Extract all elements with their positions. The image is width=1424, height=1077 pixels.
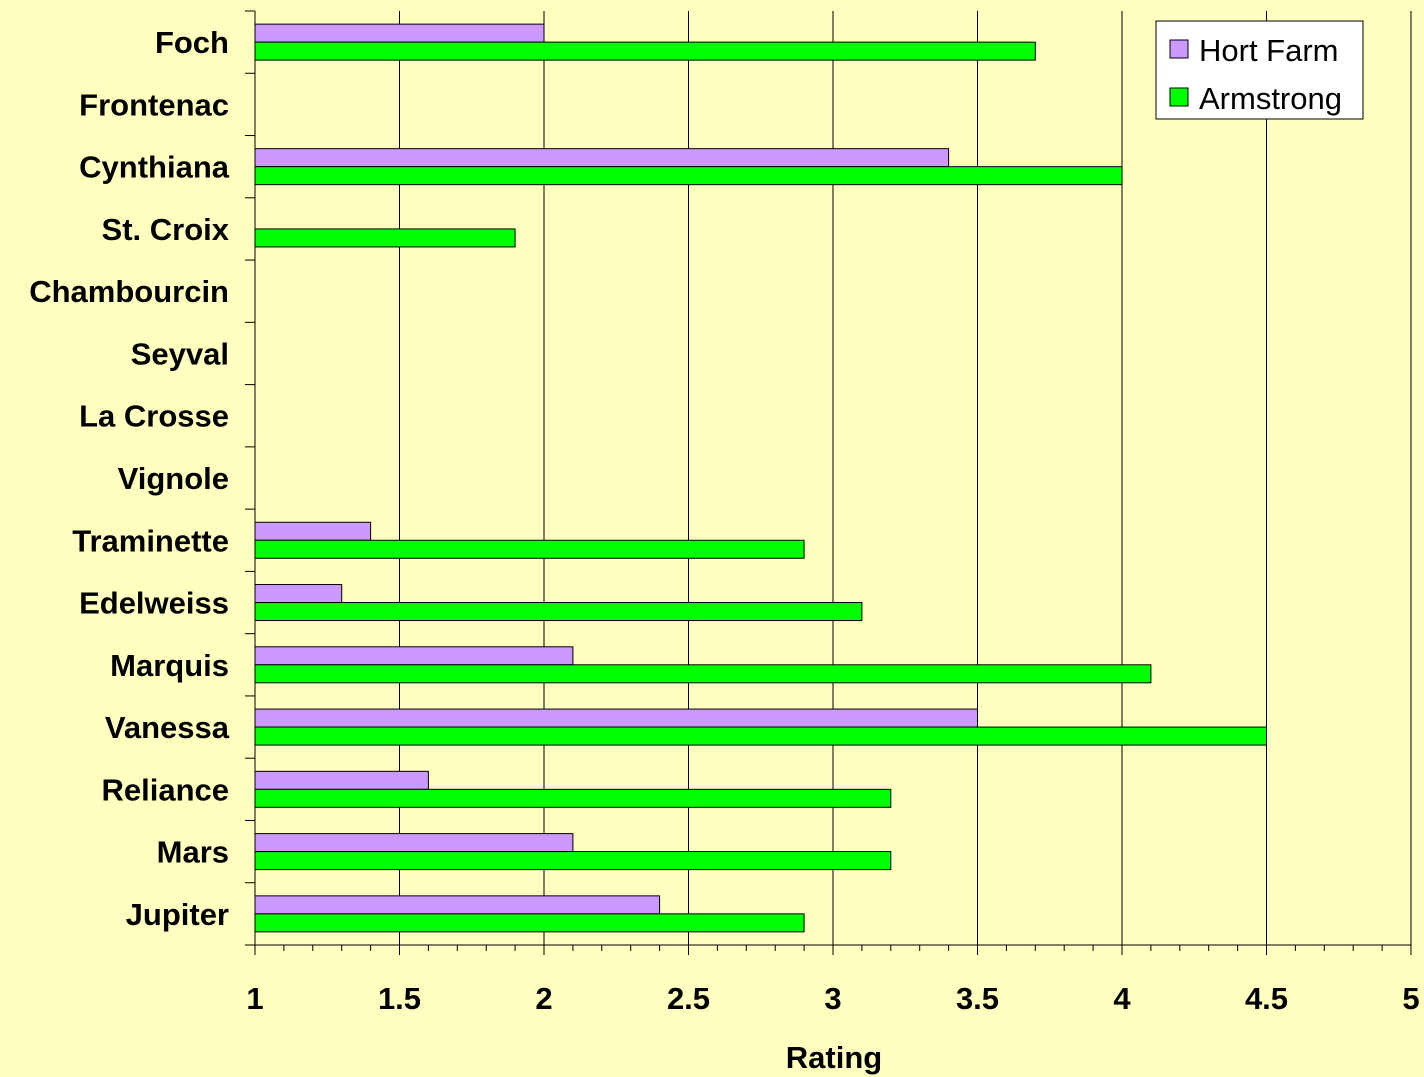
bar-hort-farm-foch [254,23,545,43]
category-label-edelweiss: Edelweiss [79,586,229,621]
category-label-foch: Foch [155,25,229,60]
axes [245,10,1412,955]
bar-hort-farm-traminette [254,521,372,541]
x-tick-label: 4 [1113,981,1131,1016]
bar-armstrong-foch [254,41,1036,61]
bar-hort-farm-jupiter [254,895,661,915]
category-label-traminette: Traminette [72,523,229,558]
legend-label-hort-farm: Hort Farm [1199,33,1339,68]
bar-armstrong-jupiter [254,913,805,933]
x-tick-labels: 1 1.5 2 2.5 3 3.5 4 4.5 5 [246,981,1419,1016]
x-tick-label: 2 [535,981,552,1016]
category-labels: Foch Frontenac Cynthiana St. Croix Chambourc… [29,25,230,932]
bar-armstrong-st-croix [254,228,516,248]
legend-label-armstrong: Armstrong [1199,81,1342,116]
legend-swatch-armstrong [1169,87,1189,107]
x-tick-label: 3 [824,981,841,1016]
category-label-vanessa: Vanessa [105,710,230,745]
category-label-reliance: Reliance [101,772,229,807]
bar-armstrong-cynthiana [254,166,1123,186]
x-tick-label: 2.5 [667,981,710,1016]
x-tick-label: 3.5 [956,981,999,1016]
x-tick-label: 1 [246,981,263,1016]
bar-armstrong-reliance [254,788,892,808]
bar-hort-farm-cynthiana [254,148,950,168]
category-label-cynthiana: Cynthiana [79,150,230,185]
category-label-jupiter: Jupiter [126,897,229,932]
bar-hort-farm-vanessa [254,708,978,728]
bar-hort-farm-reliance [254,770,429,790]
bar-hort-farm-edelweiss [254,584,343,604]
x-tick-label: 4.5 [1245,981,1288,1016]
bar-armstrong-marquis [254,664,1152,684]
category-label-vignole: Vignole [118,461,229,496]
legend-swatch-hort-farm [1169,39,1189,59]
bar-hort-farm-mars [254,833,574,853]
legend-box [1155,20,1364,120]
legend: Hort Farm Armstrong [1155,20,1364,120]
category-label-seyval: Seyval [131,336,229,371]
category-label-st-croix: St. Croix [102,212,230,247]
bars [254,23,1267,933]
category-label-frontenac: Frontenac [79,87,229,122]
x-tick-label: 1.5 [378,981,421,1016]
bar-armstrong-edelweiss [254,602,863,622]
category-label-la-crosse: La Crosse [79,399,229,434]
bar-armstrong-mars [254,851,892,871]
category-label-chambourcin: Chambourcin [29,274,229,309]
bar-hort-farm-marquis [254,646,574,666]
category-label-marquis: Marquis [110,648,229,683]
bar-armstrong-vanessa [254,726,1267,746]
x-tick-label: 5 [1402,981,1419,1016]
x-axis-title: Rating [786,1040,882,1075]
bar-armstrong-traminette [254,539,805,559]
category-label-mars: Mars [157,835,229,870]
